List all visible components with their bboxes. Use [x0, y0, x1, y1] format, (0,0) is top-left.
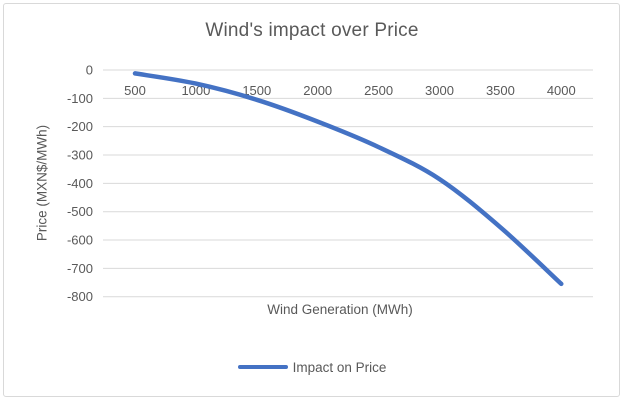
- y-tick-label: -100: [67, 91, 93, 106]
- y-tick-label: -200: [67, 119, 93, 134]
- x-axis-title: Wind Generation (MWh): [267, 302, 413, 317]
- y-tick-label: -500: [67, 204, 93, 219]
- legend-line-swatch: [237, 365, 288, 369]
- x-tick-label: 2500: [364, 83, 393, 98]
- y-tick-label: 0: [86, 63, 93, 78]
- x-tick-label: 3000: [425, 83, 454, 98]
- x-tick-label: 500: [124, 83, 146, 98]
- y-tick-label: -600: [67, 233, 93, 248]
- y-tick-label: -700: [67, 261, 93, 276]
- chart-container: [3, 3, 620, 397]
- y-tick-label: -800: [67, 289, 93, 304]
- x-tick-label: 1500: [242, 83, 271, 98]
- x-tick-label: 3500: [486, 83, 515, 98]
- legend: Impact on Price: [0, 358, 624, 376]
- chart-title: Wind's impact over Price: [205, 20, 419, 41]
- legend-label: Impact on Price: [292, 359, 387, 375]
- x-tick-label: 4000: [547, 83, 576, 98]
- y-tick-label: -400: [67, 176, 93, 191]
- x-tick-label: 2000: [303, 83, 332, 98]
- y-tick-label: -300: [67, 148, 93, 163]
- impact-on-price-line: [132, 71, 564, 287]
